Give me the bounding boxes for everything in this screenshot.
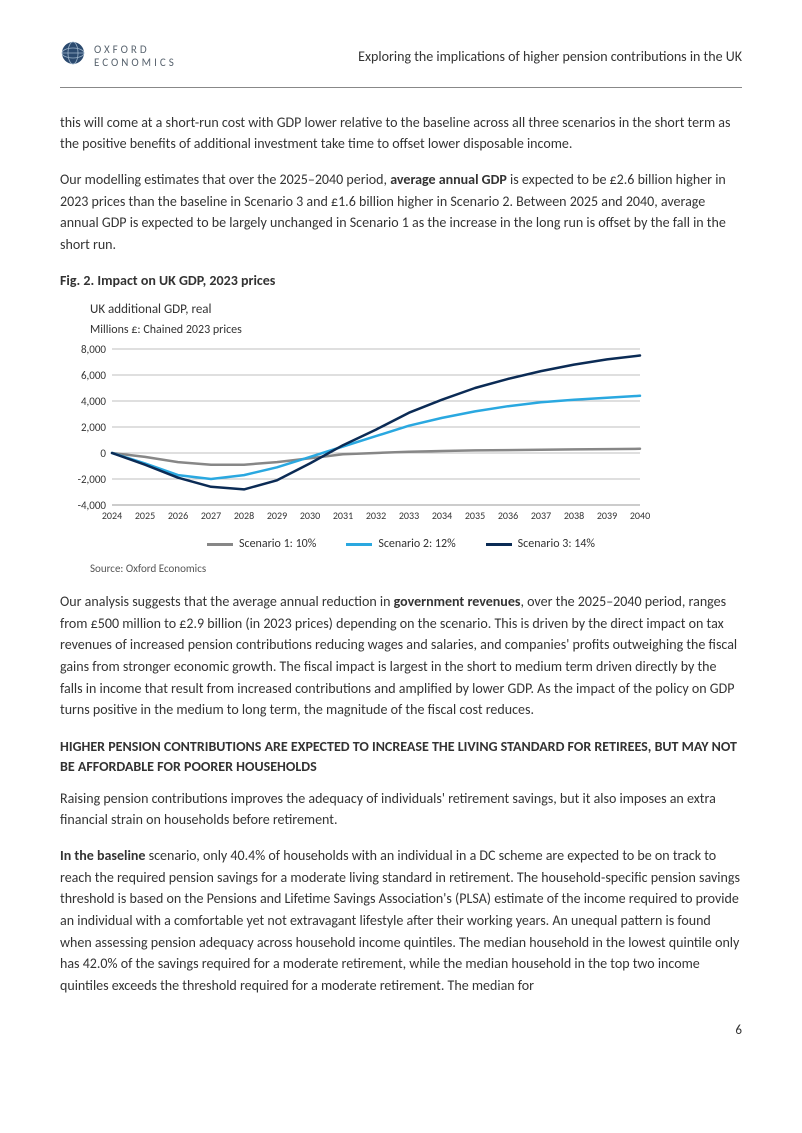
svg-text:2035: 2035 <box>465 509 485 522</box>
svg-text:0: 0 <box>100 447 106 460</box>
org-logo: OXFORD ECONOMICS <box>60 40 177 73</box>
legend-label-3: Scenario 3: 14% <box>518 535 595 554</box>
svg-text:2037: 2037 <box>531 509 551 522</box>
svg-text:8,000: 8,000 <box>81 343 106 356</box>
chart-container: UK additional GDP, real Millions £: Chai… <box>60 300 742 554</box>
svg-text:2028: 2028 <box>234 509 254 522</box>
paragraph-5: In the baseline scenario, only 40.4% of … <box>60 845 742 997</box>
chart-subtitle: Millions £: Chained 2023 prices <box>90 321 742 340</box>
svg-text:-2,000: -2,000 <box>78 473 107 486</box>
svg-text:2040: 2040 <box>630 509 650 522</box>
globe-icon <box>60 40 86 73</box>
legend-label-1: Scenario 1: 10% <box>239 535 316 554</box>
section-heading: HIGHER PENSION CONTRIBUTIONS ARE EXPECTE… <box>60 737 742 778</box>
p3-tail: , over the 2025–2040 period, ranges from… <box>60 593 737 718</box>
paragraph-1: this will come at a short-run cost with … <box>60 112 742 155</box>
p3-strong: government revenues <box>394 593 521 610</box>
legend-swatch-1 <box>207 543 233 546</box>
org-line1: OXFORD <box>94 43 177 57</box>
legend-swatch-3 <box>486 543 512 546</box>
svg-text:2033: 2033 <box>399 509 419 522</box>
svg-text:2030: 2030 <box>300 509 320 522</box>
legend-label-2: Scenario 2: 12% <box>378 535 455 554</box>
chart-legend: Scenario 1: 10% Scenario 2: 12% Scenario… <box>60 535 742 554</box>
paragraph-3: Our analysis suggests that the average a… <box>60 591 742 721</box>
p2-lead: Our modelling estimates that over the 20… <box>60 171 390 188</box>
org-name: OXFORD ECONOMICS <box>94 43 177 71</box>
svg-text:2039: 2039 <box>597 509 617 522</box>
paragraph-4: Raising pension contributions improves t… <box>60 788 742 831</box>
legend-item-2: Scenario 2: 12% <box>346 535 455 554</box>
svg-text:2031: 2031 <box>333 509 353 522</box>
chart-source: Source: Oxford Economics <box>90 560 742 577</box>
svg-text:2034: 2034 <box>432 509 452 522</box>
p3-lead: Our analysis suggests that the average a… <box>60 593 394 610</box>
figure-caption: Fig. 2. Impact on UK GDP, 2023 prices <box>60 270 742 292</box>
p5-strong: In the baseline <box>60 847 145 864</box>
svg-text:2027: 2027 <box>201 509 221 522</box>
legend-swatch-2 <box>346 543 372 546</box>
paragraph-2: Our modelling estimates that over the 20… <box>60 169 742 256</box>
svg-text:4,000: 4,000 <box>81 395 106 408</box>
page-header: OXFORD ECONOMICS Exploring the implicati… <box>60 40 742 88</box>
svg-text:2026: 2026 <box>168 509 188 522</box>
svg-text:6,000: 6,000 <box>81 369 106 382</box>
svg-text:2024: 2024 <box>102 509 122 522</box>
gdp-line-chart: -4,000-2,00002,0004,0006,0008,0002024202… <box>60 343 650 533</box>
doc-title: Exploring the implications of higher pen… <box>358 46 742 68</box>
svg-text:2038: 2038 <box>564 509 584 522</box>
page-number: 6 <box>60 1021 742 1041</box>
svg-text:2025: 2025 <box>135 509 155 522</box>
legend-item-3: Scenario 3: 14% <box>486 535 595 554</box>
legend-item-1: Scenario 1: 10% <box>207 535 316 554</box>
svg-text:2,000: 2,000 <box>81 421 106 434</box>
p5-tail: scenario, only 40.4% of households with … <box>60 847 740 994</box>
chart-title: UK additional GDP, real <box>90 300 742 320</box>
org-line2: ECONOMICS <box>94 56 177 70</box>
p2-strong: average annual GDP <box>390 171 507 188</box>
svg-text:2032: 2032 <box>366 509 386 522</box>
svg-text:2036: 2036 <box>498 509 518 522</box>
svg-text:2029: 2029 <box>267 509 287 522</box>
